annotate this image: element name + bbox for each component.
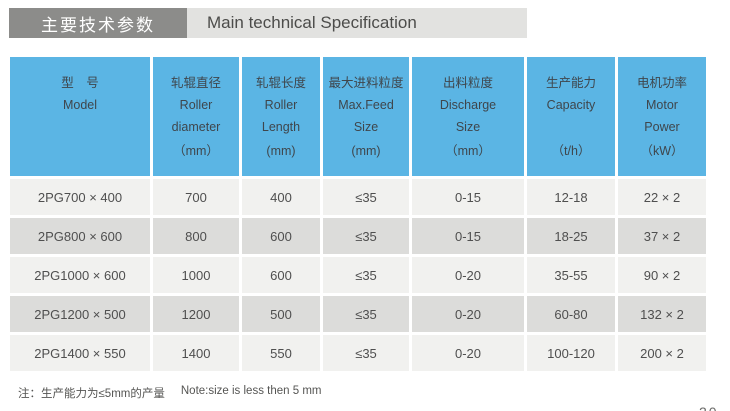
header-cell-roller-length: 轧辊长度 Roller Length (mm) xyxy=(242,57,320,176)
column-title-en: Power xyxy=(644,120,680,134)
column-title-en: Max.Feed xyxy=(338,98,394,112)
footnote-english: Note:size is less then 5 mm xyxy=(180,385,322,397)
cell-capacity: 35-55 xyxy=(527,257,615,293)
cell-roller-diameter: 800 xyxy=(153,218,239,254)
cell-model: 2PG1200 × 500 xyxy=(10,296,150,332)
cell-model: 2PG800 × 600 xyxy=(10,218,150,254)
column-title-zh: 最大进料粒度 xyxy=(328,76,404,90)
cell-max-feed-size: ≤35 xyxy=(323,296,409,332)
cell-capacity: 12-18 xyxy=(527,179,615,215)
spec-table: 型 号 Model 轧辊直径 Roller diameter （mm） 轧辊长度 xyxy=(7,54,709,374)
cell-motor-power: 90 × 2 xyxy=(618,257,706,293)
cell-model: 2PG1400 × 550 xyxy=(10,335,150,371)
footnote: 注：生产能力为≤5mm的产量 Note:size is less then 5 … xyxy=(18,385,321,401)
header-cell-discharge-size: 出料粒度 Discharge Size （mm） xyxy=(412,57,524,176)
header-cell-model: 型 号 Model xyxy=(10,57,150,176)
column-unit: (mm) xyxy=(351,144,381,158)
cell-max-feed-size: ≤35 xyxy=(323,179,409,215)
column-title-zh: 型 号 xyxy=(61,76,99,90)
column-title-zh: 轧辊直径 xyxy=(170,76,221,90)
cell-roller-length: 600 xyxy=(242,218,320,254)
column-title-zh: 电机功率 xyxy=(636,76,687,90)
header-cell-roller-diameter: 轧辊直径 Roller diameter （mm） xyxy=(153,57,239,176)
header-cell-max-feed-size: 最大进料粒度 Max.Feed Size (mm) xyxy=(323,57,409,176)
cell-roller-length: 500 xyxy=(242,296,320,332)
column-title-en: Discharge xyxy=(439,98,497,112)
cell-capacity: 60-80 xyxy=(527,296,615,332)
cell-roller-diameter: 1000 xyxy=(153,257,239,293)
cell-capacity: 100-120 xyxy=(527,335,615,371)
column-unit: （mm） xyxy=(445,144,491,158)
cell-model: 2PG700 × 400 xyxy=(10,179,150,215)
footnote-chinese: 注：生产能力为≤5mm的产量 xyxy=(18,388,165,400)
column-unit: (mm) xyxy=(266,144,296,158)
table-header-row: 型 号 Model 轧辊直径 Roller diameter （mm） 轧辊长度 xyxy=(10,57,706,176)
column-title-en: Capacity xyxy=(546,98,596,112)
column-title-en: Length xyxy=(261,120,301,134)
cell-max-feed-size: ≤35 xyxy=(323,257,409,293)
column-title-en: Model xyxy=(62,98,98,112)
column-title-en: diameter xyxy=(171,120,221,134)
cell-roller-length: 400 xyxy=(242,179,320,215)
cell-motor-power: 132 × 2 xyxy=(618,296,706,332)
cell-max-feed-size: ≤35 xyxy=(323,335,409,371)
cell-max-feed-size: ≤35 xyxy=(323,218,409,254)
column-title-en: Size xyxy=(455,120,481,134)
cell-model: 2PG1000 × 600 xyxy=(10,257,150,293)
column-title-en: Size xyxy=(353,120,379,134)
column-title-zh: 轧辊长度 xyxy=(255,76,306,90)
column-title-en: Motor xyxy=(646,98,678,112)
cell-discharge-size: 0-15 xyxy=(412,218,524,254)
cell-motor-power: 22 × 2 xyxy=(618,179,706,215)
cell-discharge-size: 0-20 xyxy=(412,296,524,332)
column-unit: （t/h） xyxy=(551,144,591,158)
column-title-en: Roller xyxy=(264,98,298,112)
cell-discharge-size: 0-20 xyxy=(412,257,524,293)
section-title-english: Main technical Specification xyxy=(187,8,527,38)
cell-discharge-size: 0-15 xyxy=(412,179,524,215)
cell-roller-diameter: 1200 xyxy=(153,296,239,332)
cell-roller-length: 600 xyxy=(242,257,320,293)
header-cell-capacity: 生产能力 Capacity （t/h） xyxy=(527,57,615,176)
column-title-en: Roller xyxy=(179,98,213,112)
cell-roller-diameter: 1400 xyxy=(153,335,239,371)
header-cell-motor-power: 电机功率 Motor Power （kW） xyxy=(618,57,706,176)
cell-motor-power: 37 × 2 xyxy=(618,218,706,254)
table-row: 2PG1200 × 500 1200 500 ≤35 0-20 60-80 13… xyxy=(10,296,706,332)
column-unit: （mm） xyxy=(173,144,219,158)
cell-motor-power: 200 × 2 xyxy=(618,335,706,371)
cell-roller-diameter: 700 xyxy=(153,179,239,215)
table-row: 2PG1000 × 600 1000 600 ≤35 0-20 35-55 90… xyxy=(10,257,706,293)
page-number: 20 xyxy=(699,404,719,411)
section-title-chinese: 主要技术参数 xyxy=(9,8,187,38)
cell-roller-length: 550 xyxy=(242,335,320,371)
cell-discharge-size: 0-20 xyxy=(412,335,524,371)
table-row: 2PG700 × 400 700 400 ≤35 0-15 12-18 22 ×… xyxy=(10,179,706,215)
column-title-zh: 出料粒度 xyxy=(442,76,493,90)
table-row: 2PG800 × 600 800 600 ≤35 0-15 18-25 37 ×… xyxy=(10,218,706,254)
table-row: 2PG1400 × 550 1400 550 ≤35 0-20 100-120 … xyxy=(10,335,706,371)
column-title-zh: 生产能力 xyxy=(545,76,596,90)
cell-capacity: 18-25 xyxy=(527,218,615,254)
column-unit: （kW） xyxy=(640,144,684,158)
